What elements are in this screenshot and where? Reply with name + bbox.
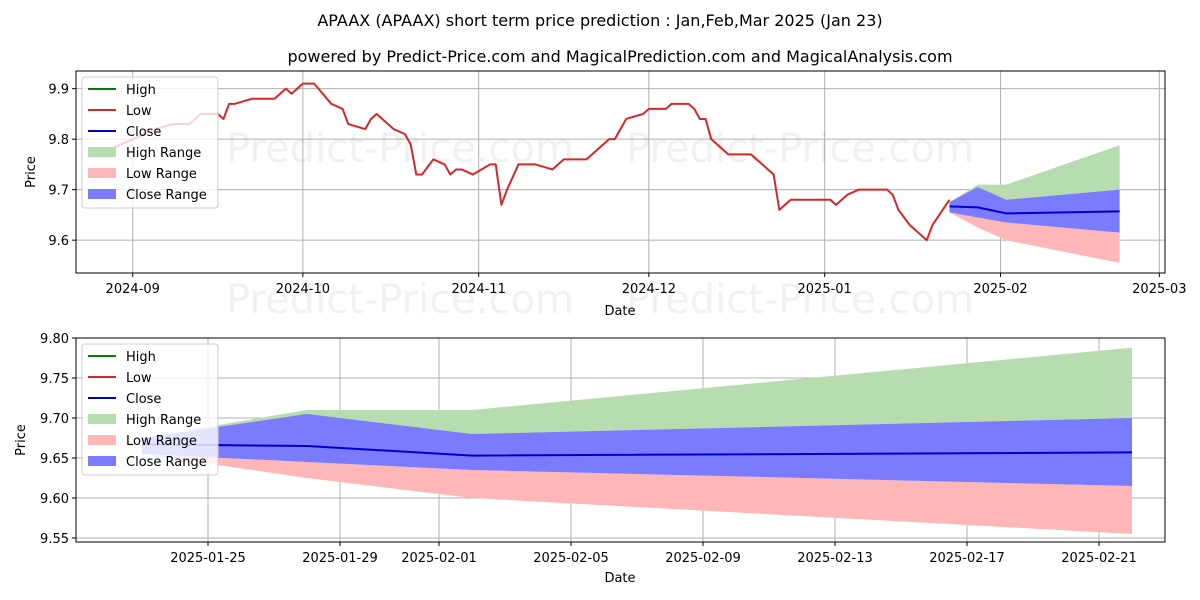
watermark: Predict-Price.com <box>626 126 974 172</box>
y-tick-label: 9.65 <box>40 452 69 467</box>
legend-entry: Low Range <box>126 434 197 449</box>
top-panel: Predict-Price.com Predict-Price.com Pred… <box>24 70 1186 323</box>
legend-swatch <box>88 147 116 157</box>
legend-entry: Close <box>126 125 161 140</box>
legend-swatch <box>88 414 116 424</box>
legend-swatch <box>88 168 116 178</box>
watermark: Predict-Price.com <box>226 126 574 172</box>
x-tick-label: 2024-11 <box>452 282 506 297</box>
x-tick-label: 2025-02-13 <box>797 551 873 566</box>
top-y-axis-label: Price <box>24 156 39 188</box>
y-tick-label: 9.9 <box>48 83 69 98</box>
x-tick-label: 2024-10 <box>276 282 330 297</box>
y-tick-label: 9.60 <box>40 492 69 507</box>
legend-swatch <box>88 456 116 466</box>
x-tick-label: 2025-02-05 <box>533 551 609 566</box>
x-tick-label: 2025-02-21 <box>1061 551 1137 566</box>
y-tick-label: 9.55 <box>40 532 69 547</box>
x-tick-label: 2025-01-25 <box>170 551 246 566</box>
x-tick-label: 2025-02-01 <box>401 551 477 566</box>
close-range-band <box>949 187 1120 233</box>
low-series-line <box>109 82 951 242</box>
legend-entry: Low Range <box>126 167 197 182</box>
y-tick-label: 9.8 <box>48 133 69 148</box>
x-tick-label: 2025-02-09 <box>665 551 741 566</box>
bottom-y-axis-label: Price <box>14 424 29 456</box>
x-tick-label: 2025-02 <box>973 282 1027 297</box>
close-series-line <box>141 443 1133 457</box>
x-tick-label: 2025-02-17 <box>929 551 1005 566</box>
bottom-panel: Predict-Price.com Predict-Price.com 2025… <box>14 332 1166 586</box>
low-range-band <box>142 454 1132 534</box>
high-range-band <box>142 347 1132 438</box>
legend-swatch <box>88 435 116 445</box>
bottom-plot-frame <box>75 337 1166 543</box>
bottom-x-axis-label: Date <box>604 571 635 586</box>
legend-entry: High <box>126 83 156 98</box>
x-tick-label: 2024-09 <box>106 282 160 297</box>
y-tick-label: 9.7 <box>48 184 69 199</box>
y-tick-label: 9.70 <box>40 412 69 427</box>
legend-entry: Low <box>126 371 152 386</box>
legend-entry: Close <box>126 392 161 407</box>
close-series-line <box>949 205 1120 215</box>
low-range-band <box>949 212 1120 263</box>
x-tick-label: 2024-12 <box>622 282 676 297</box>
y-tick-label: 9.80 <box>40 332 69 347</box>
bottom-legend: High Low Close High Range Low Range Close Ran… <box>81 343 219 476</box>
y-tick-label: 9.6 <box>48 234 69 249</box>
legend-entry: High Range <box>126 413 201 428</box>
top-plot-frame <box>75 70 1166 274</box>
y-tick-label: 9.75 <box>40 372 69 387</box>
chart-title: APAAX (APAAX) short term price predictio… <box>317 11 882 30</box>
watermark: Predict-Price.com <box>226 277 574 323</box>
x-tick-label: 2025-01 <box>798 282 852 297</box>
high-range-band <box>949 145 1120 203</box>
top-legend: High Low Close High Range Low Range Close Ran… <box>81 76 219 209</box>
top-x-axis-label: Date <box>604 304 635 319</box>
x-tick-label: 2025-03 <box>1132 282 1186 297</box>
legend-entry: High Range <box>126 146 201 161</box>
legend-entry: Close Range <box>126 455 207 470</box>
legend-swatch <box>88 189 116 199</box>
watermark: Predict-Price.com <box>626 277 974 323</box>
legend-entry: Close Range <box>126 188 207 203</box>
chart-subtitle: powered by Predict-Price.com and Magical… <box>287 47 952 66</box>
legend-entry: Low <box>126 104 152 119</box>
close-range-band <box>142 414 1132 486</box>
x-tick-label: 2025-01-29 <box>302 551 378 566</box>
legend-entry: High <box>126 350 156 365</box>
